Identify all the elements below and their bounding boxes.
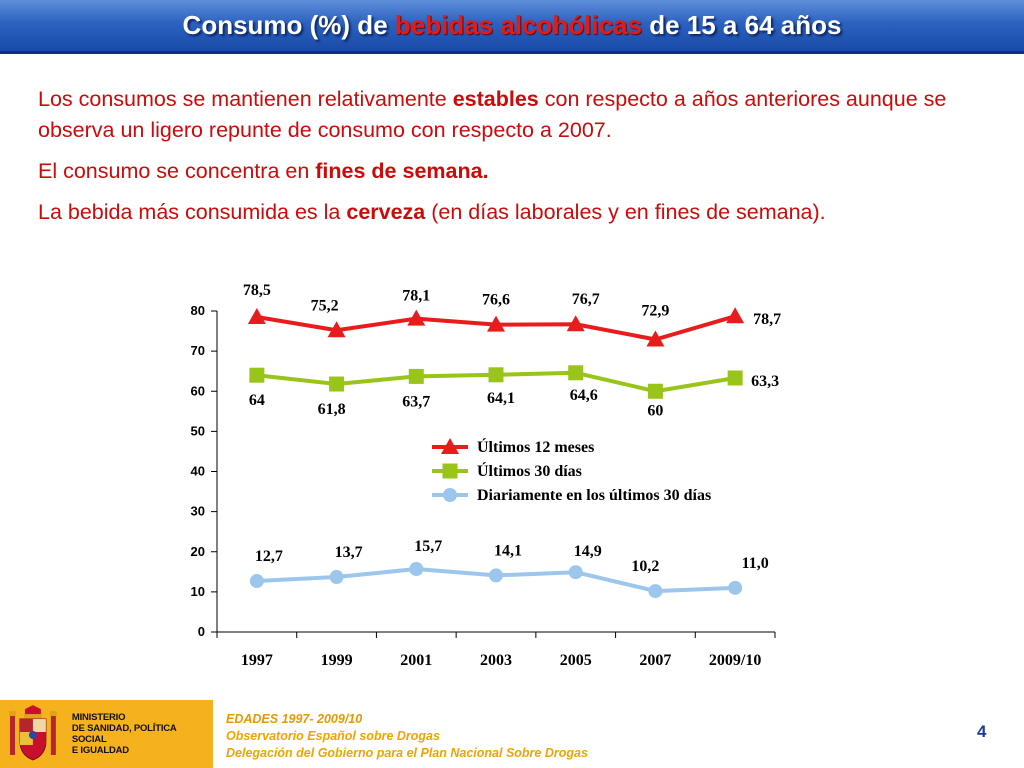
source-block: EDADES 1997- 2009/10 Observatorio Españo… [226,711,588,762]
ministry-name: MINISTERIO DE SANIDAD, POLÍTICA SOCIAL E… [72,712,213,756]
y-tick-label: 50 [191,423,205,438]
x-tick-label: 1997 [241,652,273,669]
data-label: 13,7 [335,544,363,561]
data-label: 64,6 [570,387,598,404]
data-label: 64 [249,392,265,409]
p3-text-a: La bebida más consumida es la [38,200,347,224]
data-point-triangle [646,330,665,347]
data-label: 75,2 [311,297,339,314]
data-label: 61,8 [318,401,346,418]
data-label: 76,6 [482,292,510,309]
data-label: 10,2 [631,558,659,575]
data-point-square [727,370,743,386]
data-label: 78,1 [402,288,430,305]
ministry-line-3: E IGUALDAD [71,745,129,756]
data-point-triangle [407,309,426,326]
data-label: 15,7 [414,538,442,555]
data-point-square [647,383,663,399]
data-label: 78,7 [753,311,781,328]
p1-text-c: con respecto a años anteriores aunque se… [38,87,947,142]
data-label: 60 [647,402,663,419]
data-point-triangle [726,307,745,324]
p1-text-a: Los consumos se mantienen relativamente [38,87,453,111]
p2-text-a: El consumo se concentra en [38,159,316,183]
y-tick-label: 30 [191,504,205,519]
legend-label: Últimos 30 días [477,461,582,480]
x-tick-label: 1999 [321,652,353,669]
data-label: 76,7 [572,291,600,308]
data-point-circle [443,488,457,502]
x-tick-label: 2003 [480,652,512,669]
data-point-circle [489,568,503,583]
source-line-1: Observatorio Español sobre Drogas [226,729,440,743]
data-point-circle [568,565,583,580]
y-tick-label: 80 [191,303,205,318]
data-point-circle [409,562,424,577]
p3-bold: cerveza [346,200,426,224]
body-text: Los consumos se mantienen relativamente … [38,84,998,238]
data-point-circle [648,584,663,599]
source-title: EDADES 1997- 2009/10 [226,712,363,726]
y-tick-label: 10 [191,584,205,599]
data-point-square [568,365,584,381]
ministry-logo: MINISTERIO DE SANIDAD, POLÍTICA SOCIAL E… [0,700,213,768]
data-point-circle [329,570,344,585]
data-point-triangle [487,315,505,332]
paragraph-beer: La bebida más consumida es la cerveza (e… [38,197,998,228]
p1-bold: estables [452,87,539,111]
y-tick-label: 0 [198,624,205,639]
data-point-square [408,368,424,384]
paragraph-stable: Los consumos se mantienen relativamente … [38,84,998,146]
data-point-square [442,463,458,479]
data-label: 14,9 [574,543,602,560]
data-label: 63,3 [751,373,779,390]
x-tick-label: 2005 [560,652,592,669]
paragraph-weekends: El consumo se concentra en fines de sema… [38,156,998,187]
data-label: 12,7 [255,548,283,565]
y-tick-label: 60 [191,383,205,398]
data-point-square [488,367,504,383]
consumption-line-chart: 0 10 20 30 40 50 60 70 80 1997 1999 2001 2003 2005 200… [191,282,782,669]
ministry-line-2: DE SANIDAD, POLÍTICA SOCIAL [71,723,177,745]
data-point-circle [728,580,743,595]
p3-text-c: (en días laborales y en fines de semana)… [425,200,826,224]
page-number: 4 [977,722,987,741]
data-label: 63,7 [402,393,430,410]
data-point-triangle [441,438,459,454]
footer: MINISTERIO DE SANIDAD, POLÍTICA SOCIAL E… [0,700,1024,768]
title-bar: Consumo (%) de bebidas alcohólicas de 15… [0,0,1024,54]
slide-title: Consumo (%) de bebidas alcohólicas de 15… [183,10,842,41]
x-tick-label: 2001 [400,652,432,669]
x-tick-label: 2009/10 [709,652,761,669]
data-label: 64,1 [487,390,515,407]
data-label: 14,1 [494,542,522,559]
data-point-triangle [327,321,346,338]
data-point-triangle [247,308,266,325]
data-label: 78,5 [243,282,271,299]
data-point-triangle [566,315,585,332]
y-tick-label: 20 [191,544,205,559]
data-label: 72,9 [641,302,669,319]
source-line-2: Delegación del Gobierno para el Plan Nac… [226,746,588,760]
data-point-circle [249,574,264,589]
data-point-square [329,376,345,392]
data-label: 11,0 [742,555,769,572]
y-tick-label: 70 [191,343,205,358]
title-highlight: bebidas alcohólicas [394,10,642,40]
title-part-post: de 15 a 64 años [641,10,842,40]
ministry-line-1: MINISTERIO [71,712,126,723]
data-point-square [249,367,265,383]
y-tick-label: 40 [191,464,205,479]
legend-label: Diariamente en los últimos 30 días [477,487,711,504]
p2-bold: fines de semana. [315,159,489,183]
x-tick-label: 2007 [639,652,671,669]
coat-of-arms-icon [8,705,57,761]
title-part-pre: Consumo (%) de [182,10,395,40]
legend-label: Últimos 12 meses [477,437,594,456]
